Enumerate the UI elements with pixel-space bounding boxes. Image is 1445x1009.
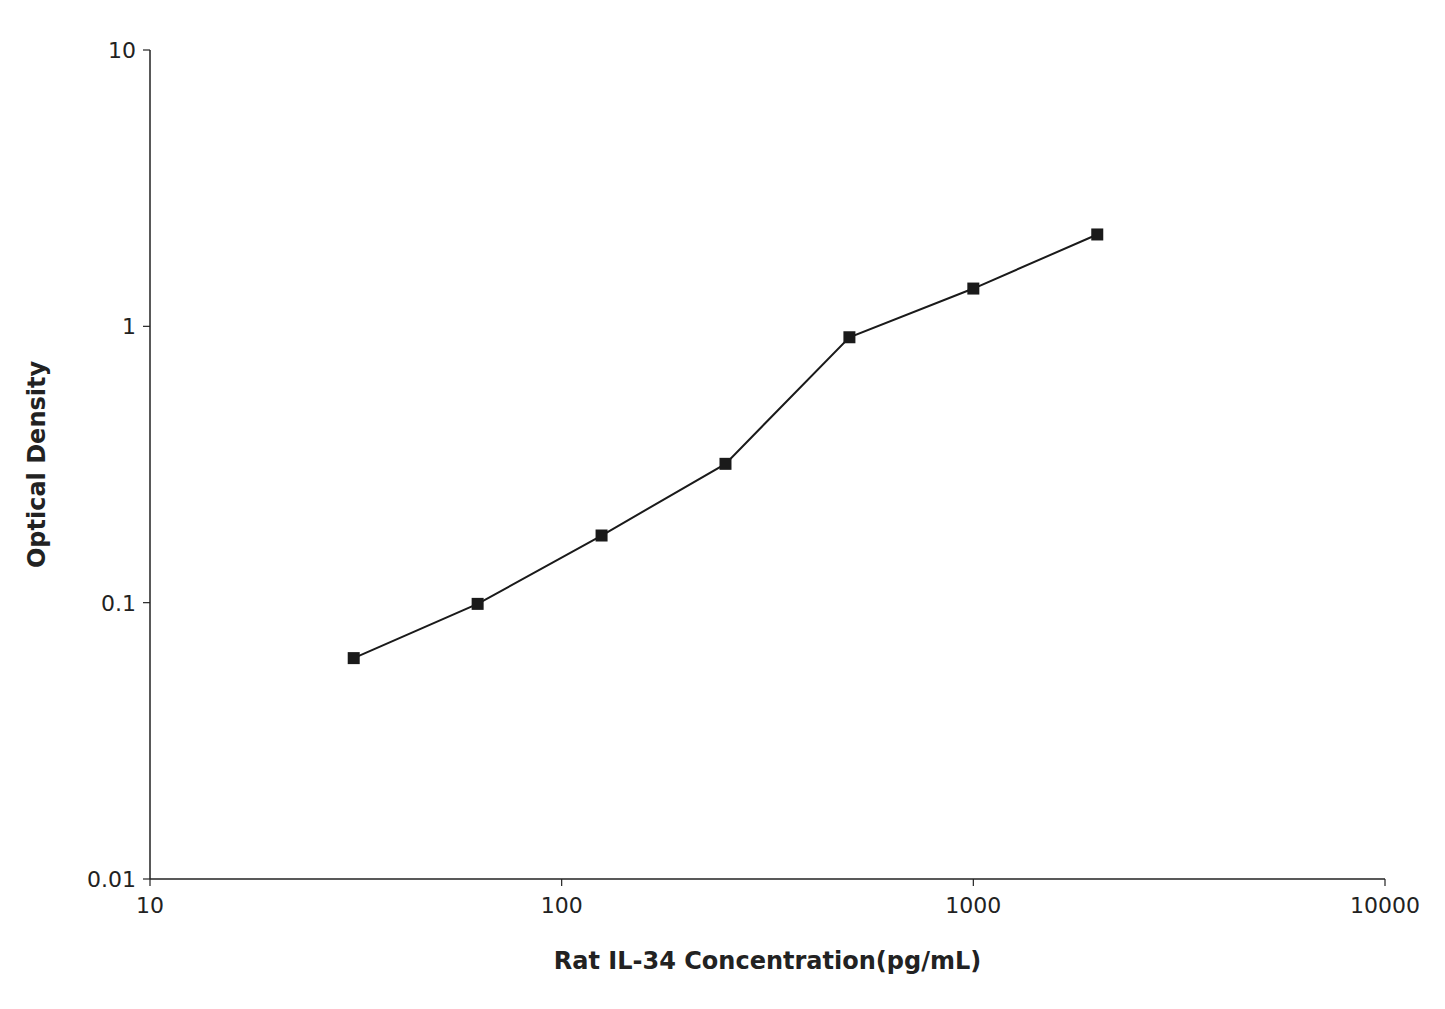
data-point bbox=[967, 283, 979, 295]
data-point bbox=[843, 331, 855, 343]
y-tick bbox=[143, 326, 150, 327]
y-tick-label: 0.01 bbox=[87, 867, 136, 892]
x-tick-label: 1000 bbox=[945, 893, 1001, 918]
plot-area bbox=[348, 228, 1104, 664]
x-tick bbox=[561, 879, 562, 886]
data-line bbox=[354, 234, 1098, 658]
y-tick-label: 0.1 bbox=[101, 591, 136, 616]
x-tick bbox=[973, 879, 974, 886]
x-tick-label: 100 bbox=[541, 893, 583, 918]
x-tick bbox=[1384, 879, 1385, 886]
y-tick-label: 1 bbox=[122, 314, 136, 339]
y-tick-label: 10 bbox=[108, 38, 136, 63]
y-tick bbox=[143, 602, 150, 603]
x-axis-line bbox=[150, 878, 1385, 880]
y-axis-label: Optical Density bbox=[23, 361, 51, 569]
x-axis-label: Rat IL-34 Concentration(pg/mL) bbox=[554, 947, 981, 975]
x-tick-label: 10000 bbox=[1350, 893, 1420, 918]
data-point bbox=[719, 458, 731, 470]
y-tick bbox=[143, 878, 150, 879]
data-point bbox=[1091, 228, 1103, 240]
y-tick bbox=[143, 49, 150, 50]
data-point bbox=[596, 530, 608, 542]
data-point bbox=[472, 598, 484, 610]
data-point bbox=[348, 652, 360, 664]
chart: 10 100 1000 10000 0.01 0.1 1 10 Rat IL-34 Concen… bbox=[0, 0, 1445, 1009]
y-axis-line bbox=[149, 50, 151, 879]
x-tick bbox=[149, 879, 150, 886]
x-tick-label: 10 bbox=[136, 893, 164, 918]
